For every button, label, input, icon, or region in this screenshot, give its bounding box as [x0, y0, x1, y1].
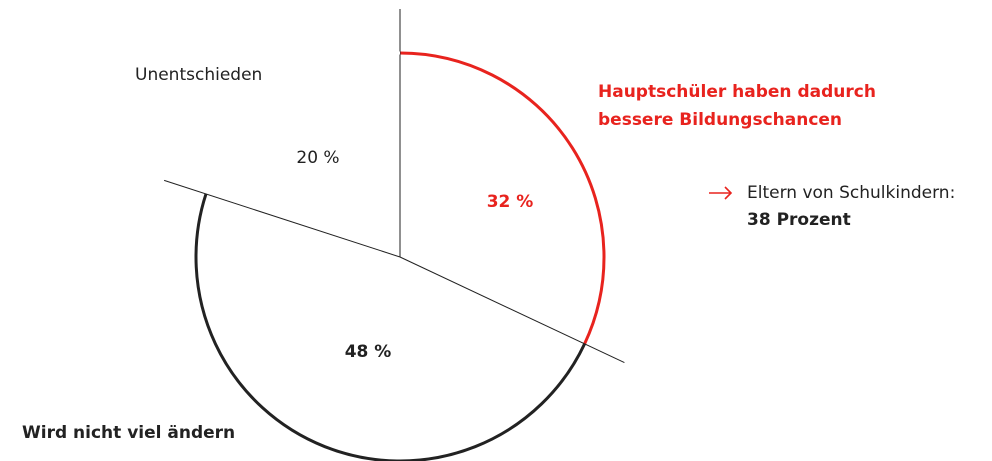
category-line: Hauptschüler haben dadurch [598, 82, 876, 102]
annotation-text: Eltern von Schulkindern: [747, 183, 955, 203]
value-label: 48 % [345, 342, 392, 362]
category-line: bessere Bildungschancen [598, 110, 842, 130]
slice-arc [204, 51, 401, 195]
value-label: 32 % [487, 192, 534, 212]
slice-arc [194, 193, 586, 461]
category-label: Unentschieden [135, 65, 262, 85]
slice-divider [399, 256, 625, 364]
slice-divider [163, 179, 401, 258]
category-line: Unentschieden [135, 65, 262, 85]
category-label: Wird nicht viel ändern [22, 423, 235, 443]
value-label: 20 % [296, 148, 339, 168]
category-label: Hauptschüler haben dadurch bessere Bildun… [598, 82, 876, 130]
arrow-head [724, 186, 733, 200]
category-line: Wird nicht viel ändern [22, 423, 235, 443]
annotation-value: 38 Prozent [747, 210, 851, 230]
slice-arc [399, 51, 606, 345]
